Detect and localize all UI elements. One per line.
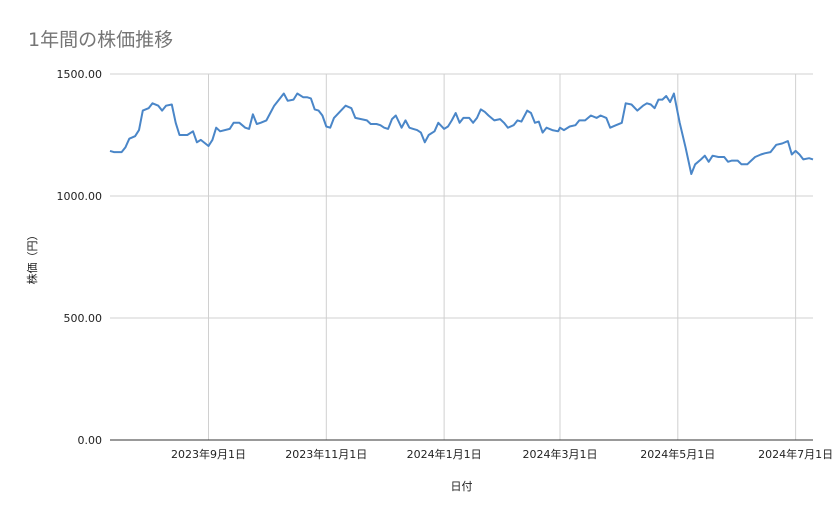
price-series-line (109, 92, 814, 175)
x-tick-label: 2023年9月1日 (171, 447, 246, 461)
x-tick-label: 2023年11月1日 (285, 447, 367, 461)
x-tick-label: 2024年1月1日 (407, 447, 482, 461)
y-axis-label: 株価（円） (25, 230, 39, 285)
y-tick-label: 0.00 (78, 434, 103, 447)
x-axis-label: 日付 (451, 480, 473, 493)
y-tick-label: 1000.00 (57, 190, 103, 203)
chart-title: 1年間の株価推移 (28, 29, 174, 51)
x-tick-label: 2024年7月1日 (758, 447, 833, 461)
x-tick-label: 2024年5月1日 (640, 447, 715, 461)
y-axis-ticks: 0.00 500.00 1000.00 1500.00 (57, 68, 103, 447)
x-axis-ticks: 2023年9月1日 2023年11月1日 2024年1月1日 2024年3月1日 202… (171, 447, 833, 461)
y-tick-label: 1500.00 (57, 68, 103, 81)
x-tick-label: 2024年3月1日 (522, 447, 597, 461)
y-tick-label: 500.00 (64, 312, 103, 325)
gridlines (110, 73, 813, 440)
